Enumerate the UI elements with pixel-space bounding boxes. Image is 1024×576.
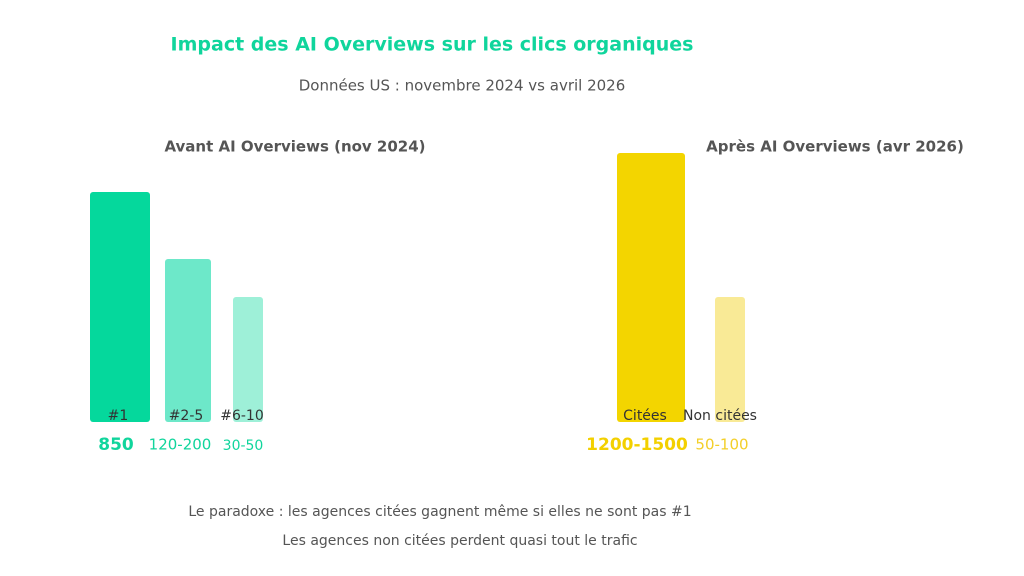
footer-line: Le paradoxe : les agences citées gagnent… (188, 504, 691, 520)
bar (617, 153, 685, 422)
item-label: Non citées (683, 408, 757, 424)
footer-line: Les agences non citées perdent quasi tou… (282, 533, 637, 549)
bar (233, 297, 263, 422)
title: Impact des AI Overviews sur les clics or… (171, 34, 694, 56)
item-label: #6-10 (220, 408, 264, 424)
item-value: 850 (98, 435, 134, 455)
subtitle: Données US : novembre 2024 vs avril 2026 (299, 77, 626, 95)
item-label: Citées (623, 408, 667, 424)
item-value: 120-200 (149, 436, 212, 454)
item-value: 1200-1500 (586, 435, 688, 455)
panel-title: Avant AI Overviews (nov 2024) (164, 138, 425, 156)
item-label: #2-5 (169, 408, 204, 424)
bar (715, 297, 745, 422)
item-label: #1 (108, 408, 129, 424)
bar (165, 259, 211, 422)
item-value: 30-50 (223, 438, 264, 454)
item-value: 50-100 (695, 436, 748, 454)
panel-title: Après AI Overviews (avr 2026) (706, 138, 964, 156)
bar (90, 192, 150, 422)
